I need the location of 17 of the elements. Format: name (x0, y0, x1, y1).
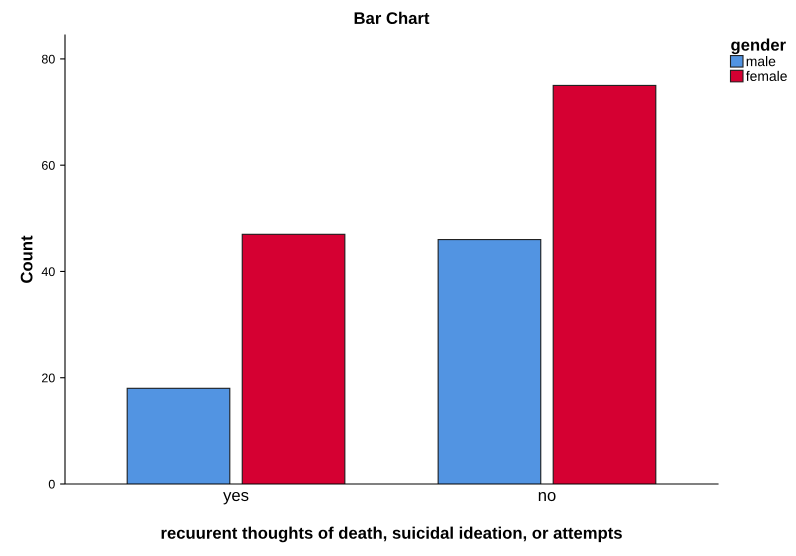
bar (438, 239, 542, 484)
x-tick-label: no (538, 492, 556, 502)
y-tick-label: 0 (48, 480, 55, 489)
legend-label: female (746, 70, 787, 82)
legend-title: gender (731, 38, 786, 54)
bar (242, 234, 346, 484)
y-axis-title: Count (20, 236, 33, 283)
x-tick-label: yes (223, 492, 248, 504)
chart-title: Bar Chart (354, 12, 430, 24)
legend-label: male (746, 56, 776, 66)
y-tick-label: 40 (42, 267, 55, 276)
x-axis-title: recuurent thoughts of death, suicidal ideation, or attempts (162, 526, 622, 542)
bar (552, 84, 656, 484)
y-tick-label: 60 (42, 160, 55, 170)
y-tick-label: 80 (42, 54, 55, 64)
bar (126, 388, 230, 484)
y-tick-label: 20 (42, 374, 55, 382)
